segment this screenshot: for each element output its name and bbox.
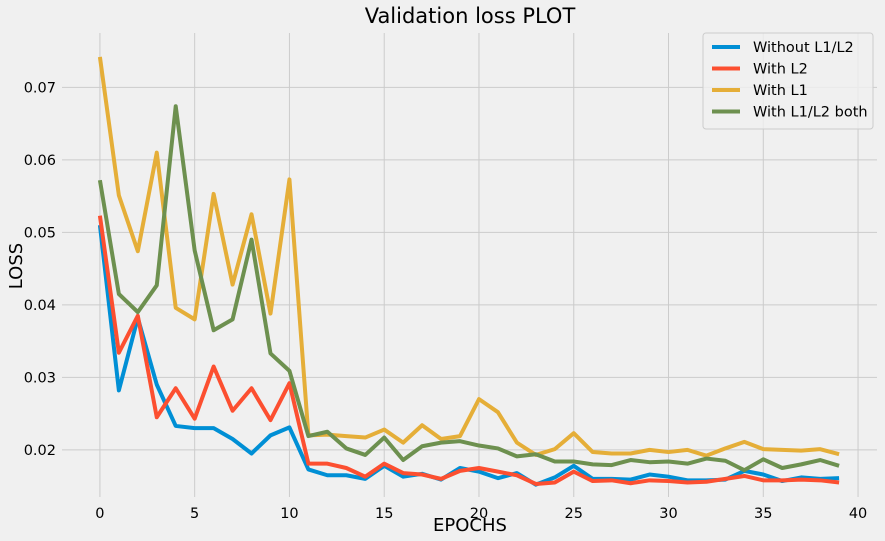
series-line-4 [97, 104, 840, 473]
y-tick-label: 0.04 [24, 298, 56, 314]
legend-label-3: With L1 [753, 83, 808, 99]
y-tick-label: 0.03 [24, 370, 56, 386]
tick-labels: 0 5 10 15 20 25 30 35 40 0.02 0.03 0.04 0.05 0.06 0.07 [24, 80, 868, 522]
series-line-2 [97, 215, 840, 486]
legend-label-4: With L1/L2 both [753, 105, 868, 121]
legend: Without L1/L2 With L2 With L1 With L1/L2 bo… [702, 32, 874, 130]
x-tick-label: 15 [375, 506, 393, 522]
x-tick-label: 0 [95, 506, 104, 522]
x-tick-label: 35 [754, 506, 772, 522]
y-tick-label: 0.02 [24, 443, 56, 459]
legend-box [702, 32, 874, 130]
x-tick-label: 40 [849, 506, 867, 522]
x-tick-label: 30 [659, 506, 677, 522]
series-lines [97, 56, 840, 487]
legend-items: Without L1/L2 With L2 With L1 With L1/L2 bo… [712, 40, 868, 121]
y-tick-label: 0.06 [24, 153, 56, 169]
legend-label-2: With L2 [753, 62, 808, 78]
x-tick-label: 20 [470, 506, 488, 522]
y-tick-label: 0.07 [24, 80, 56, 96]
y-tick-label: 0.05 [24, 225, 56, 241]
x-axis-label: EPOCHS [433, 515, 507, 536]
x-tick-label: 5 [190, 506, 199, 522]
series-line-3 [97, 56, 840, 458]
legend-label-1: Without L1/L2 [753, 40, 854, 56]
x-tick-label: 25 [565, 506, 583, 522]
x-tick-label: 10 [280, 506, 298, 522]
y-axis-label: LOSS [6, 243, 27, 289]
chart-title: Validation loss PLOT [365, 4, 576, 28]
